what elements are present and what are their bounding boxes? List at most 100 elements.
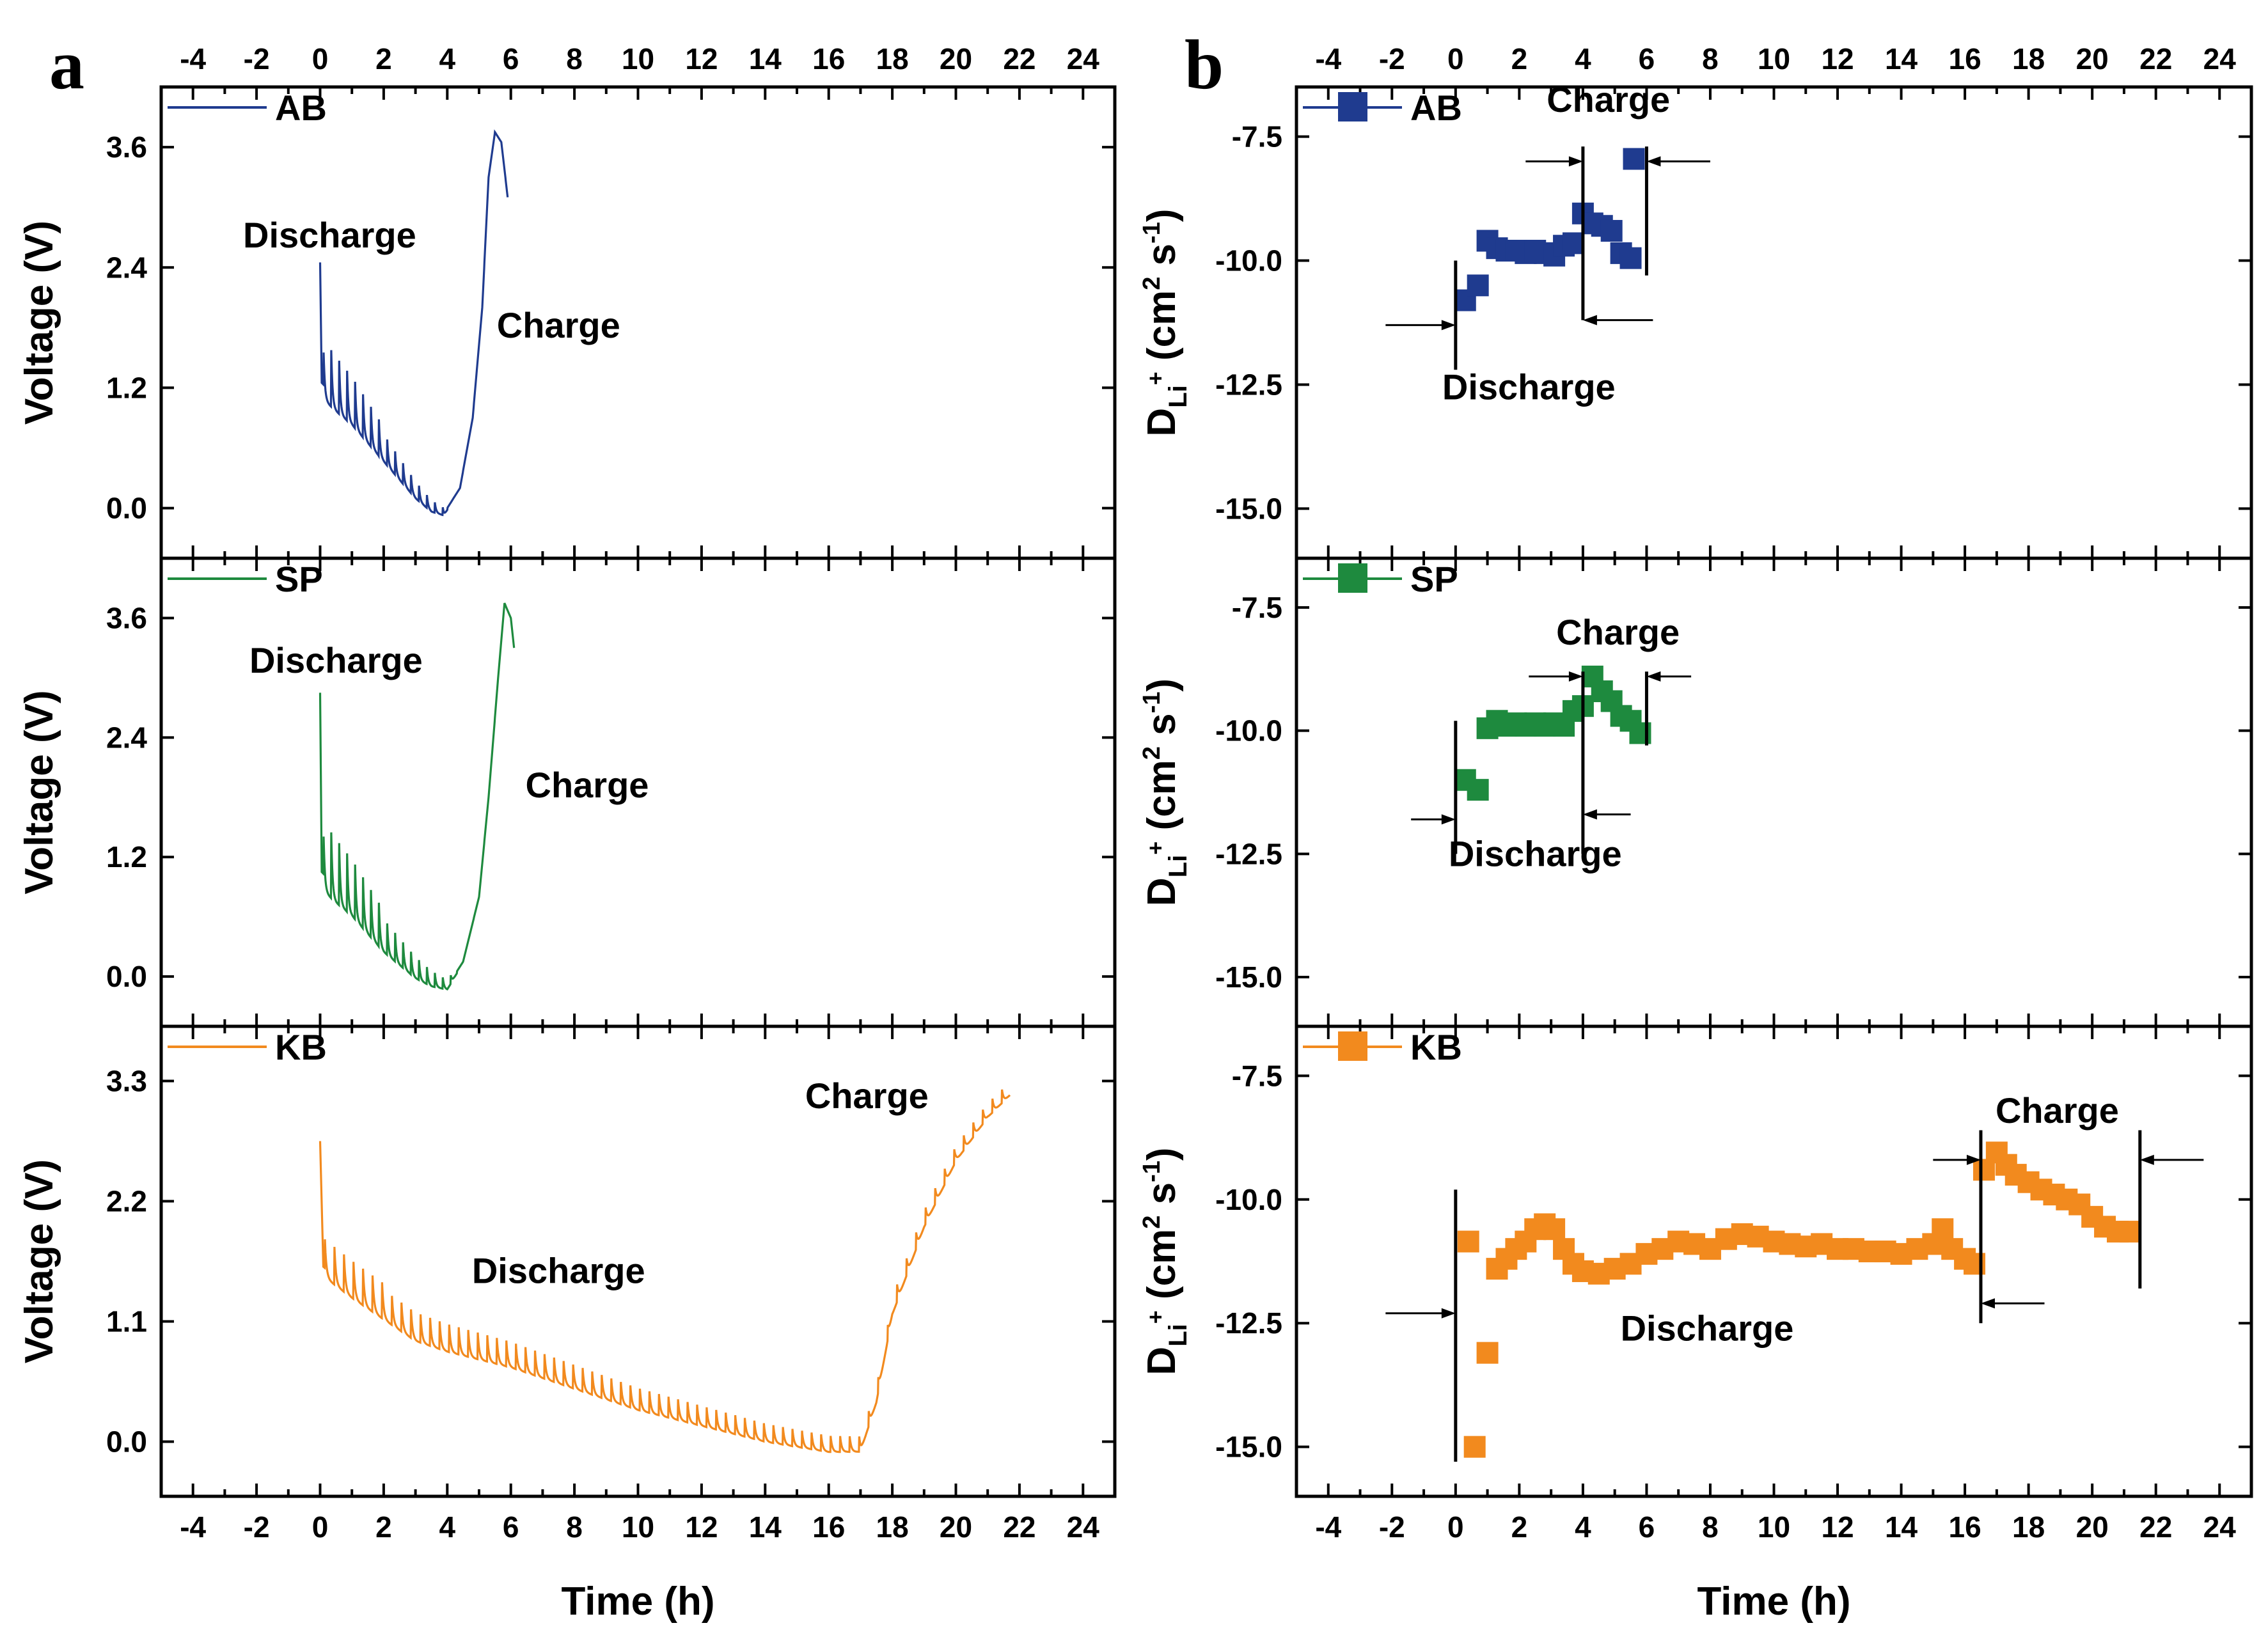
- x-tick-label: 4: [439, 1510, 456, 1544]
- y-tick-label: -15.0: [1215, 1430, 1282, 1464]
- discharge-label: Discharge: [1449, 834, 1622, 874]
- arrow-head: [1441, 320, 1456, 331]
- x-tick-label-top: -4: [1315, 42, 1341, 75]
- data-point: [1562, 232, 1584, 255]
- y-tick-label: -10.0: [1215, 1183, 1282, 1216]
- arrow-head: [1646, 156, 1661, 167]
- panel-letter-b: b: [1185, 26, 1224, 104]
- x-tick-label-top: 6: [1639, 42, 1655, 75]
- x-tick-label: -2: [244, 1510, 270, 1544]
- x-tick-label: 22: [2139, 1510, 2172, 1544]
- data-point: [1619, 247, 1642, 269]
- legend-label: SP: [275, 559, 323, 599]
- data-point: [1476, 1342, 1499, 1364]
- x-tick-label-top: 4: [1575, 42, 1591, 75]
- subplot-a-SP: 0.0 1.2 2.4 3.6 Voltage (V) SP Discharge Charge: [17, 556, 1117, 1028]
- y-tick-label: 1.1: [106, 1305, 147, 1338]
- series-line-SP: [319, 602, 516, 991]
- x-tick-label-top: 18: [876, 42, 909, 75]
- x-tick-label-top: 24: [1067, 42, 1100, 75]
- x-tick-label: 18: [2012, 1510, 2045, 1544]
- x-tick-label: 6: [503, 1510, 519, 1544]
- data-point: [2119, 1221, 2141, 1243]
- x-tick-label-top: 10: [1758, 42, 1790, 75]
- series-line-AB: [319, 129, 509, 517]
- y-tick-label: 3.3: [106, 1064, 147, 1097]
- data-point: [1467, 779, 1489, 801]
- data-point: [1543, 1218, 1566, 1241]
- arrow-head: [1646, 671, 1661, 682]
- series-line-KB: [319, 1089, 1011, 1453]
- x-tick-label-top: 8: [566, 42, 583, 75]
- x-tick-label: 0: [312, 1510, 329, 1544]
- legend-label: KB: [275, 1027, 327, 1067]
- arrow-head: [1966, 1154, 1981, 1165]
- x-tick-label: 20: [2076, 1510, 2109, 1544]
- x-axis-title: Time (h): [562, 1579, 715, 1624]
- plot-frame: [1295, 556, 2253, 1028]
- y-tick-label: 2.4: [106, 251, 147, 284]
- y-axis-title: Voltage (V): [17, 1159, 61, 1363]
- x-tick-label: 2: [1511, 1510, 1528, 1544]
- data-point: [1457, 1230, 1479, 1253]
- x-tick-label: 24: [1067, 1510, 1100, 1544]
- data-point: [1600, 219, 1623, 242]
- legend-label: SP: [1410, 559, 1458, 599]
- y-tick-label: 3.6: [106, 601, 147, 634]
- x-tick-label-top: 12: [685, 42, 718, 75]
- x-tick-label-top: 6: [503, 42, 519, 75]
- x-tick-label: 18: [876, 1510, 909, 1544]
- y-tick-label: -12.5: [1215, 368, 1282, 401]
- x-tick-label-top: 14: [1885, 42, 1918, 75]
- x-tick-label: 12: [685, 1510, 718, 1544]
- y-axis-title: Voltage (V): [17, 221, 61, 425]
- arrow-head: [1441, 1308, 1456, 1319]
- y-tick-label: 0.0: [106, 492, 147, 525]
- plot-frame: [159, 85, 1117, 560]
- x-tick-label: -4: [180, 1510, 206, 1544]
- x-tick-label: 6: [1639, 1510, 1655, 1544]
- arrow-head: [1568, 671, 1583, 682]
- subplot-a-KB: 0.0 1.1 2.2 3.3 Voltage (V) KB Discharge Charge: [17, 1024, 1117, 1498]
- subplot-b-SP: -7.5 -10.0 -12.5 -15.0 DLi+ (cm2 s-1) SP Disch…: [1138, 556, 2253, 1028]
- x-tick-label-top: -4: [180, 42, 206, 75]
- arrow-head: [1582, 315, 1597, 325]
- data-point: [1623, 148, 1645, 170]
- charge-label: Charge: [805, 1076, 929, 1116]
- x-tick-label-top: 2: [375, 42, 392, 75]
- y-tick-label: 1.2: [106, 371, 147, 404]
- x-tick-label: 8: [566, 1510, 583, 1544]
- discharge-label: Discharge: [243, 215, 416, 255]
- subplot-b-KB: -7.5 -10.0 -12.5 -15.0 DLi+ (cm2 s-1) KB Disch…: [1138, 1024, 2253, 1498]
- y-tick-label: -15.0: [1215, 492, 1282, 525]
- x-tick-label-top: 8: [1702, 42, 1719, 75]
- x-tick-label-top: 10: [622, 42, 654, 75]
- y-tick-label: -10.0: [1215, 244, 1282, 278]
- discharge-label: Discharge: [249, 640, 423, 680]
- x-tick-label: 20: [940, 1510, 972, 1544]
- x-tick-label: 14: [749, 1510, 782, 1544]
- legend-label: AB: [275, 88, 327, 128]
- x-tick-label-top: 0: [312, 42, 329, 75]
- plot-frame: [1295, 85, 2253, 560]
- y-tick-label: 2.4: [106, 721, 147, 754]
- y-tick-label: -7.5: [1232, 120, 1282, 153]
- x-tick-label: 0: [1447, 1510, 1464, 1544]
- x-axis-title: Time (h): [1697, 1579, 1851, 1624]
- y-axis-title: DLi+ (cm2 s-1): [1138, 1147, 1192, 1375]
- x-tick-label-top: 16: [812, 42, 845, 75]
- y-axis-title: Voltage (V): [17, 690, 61, 894]
- y-tick-label: 1.2: [106, 840, 147, 873]
- panel-a: a 0.0 1.2 2.4 3.6 Voltage (V) AB Discharge Charg…: [17, 26, 1117, 1624]
- charge-label: Charge: [1547, 79, 1670, 120]
- y-tick-label: 0.0: [106, 960, 147, 993]
- x-tick-label: 16: [812, 1510, 845, 1544]
- x-tick-label-top: 20: [940, 42, 972, 75]
- arrow-head: [1980, 1298, 1995, 1309]
- x-tick-label-top: 4: [439, 42, 456, 75]
- y-tick-label: -12.5: [1215, 837, 1282, 870]
- data-point: [1932, 1218, 1954, 1241]
- arrow-head: [2139, 1154, 2154, 1165]
